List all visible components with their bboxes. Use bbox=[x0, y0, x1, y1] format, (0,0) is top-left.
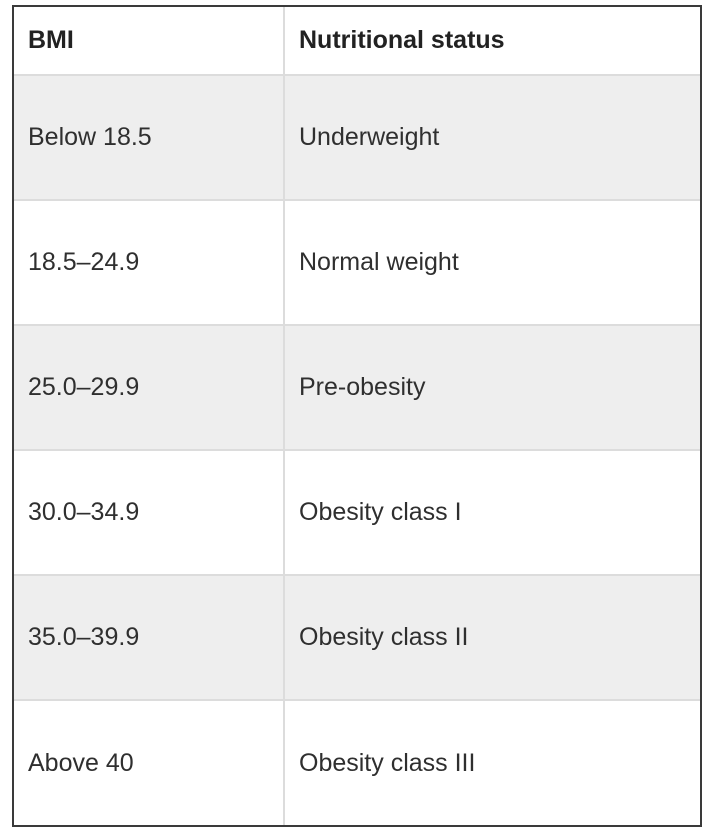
bmi-cell: Above 40 bbox=[14, 699, 284, 825]
bmi-table: BMI Nutritional status Below 18.5 Underw… bbox=[14, 7, 700, 825]
status-cell: Obesity class II bbox=[283, 574, 700, 700]
column-header-nutritional-status: Nutritional status bbox=[283, 7, 700, 75]
status-cell: Pre-obesity bbox=[283, 324, 700, 450]
table-row: 30.0–34.9 Obesity class I bbox=[14, 449, 700, 575]
table-row: 18.5–24.9 Normal weight bbox=[14, 199, 700, 325]
status-cell: Obesity class III bbox=[283, 699, 700, 825]
bmi-table-frame: BMI Nutritional status Below 18.5 Underw… bbox=[12, 5, 702, 827]
bmi-cell: 35.0–39.9 bbox=[14, 574, 284, 700]
status-cell: Normal weight bbox=[283, 199, 700, 325]
table-header-row: BMI Nutritional status bbox=[14, 7, 700, 75]
table-row: 25.0–29.9 Pre-obesity bbox=[14, 324, 700, 450]
table-row: Above 40 Obesity class III bbox=[14, 699, 700, 825]
bmi-cell: 25.0–29.9 bbox=[14, 324, 284, 450]
table-row: 35.0–39.9 Obesity class II bbox=[14, 574, 700, 700]
status-cell: Underweight bbox=[283, 74, 700, 200]
column-header-bmi: BMI bbox=[28, 26, 74, 54]
bmi-cell: Below 18.5 bbox=[14, 74, 284, 200]
bmi-cell: 30.0–34.9 bbox=[14, 449, 284, 575]
bmi-cell: 18.5–24.9 bbox=[14, 199, 284, 325]
status-cell: Obesity class I bbox=[283, 449, 700, 575]
table-row: Below 18.5 Underweight bbox=[14, 74, 700, 200]
